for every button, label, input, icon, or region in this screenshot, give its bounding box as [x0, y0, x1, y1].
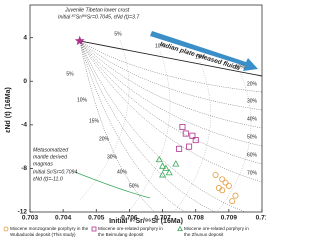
mixing-curve	[79, 40, 186, 213]
data-point	[212, 171, 219, 178]
mixing-label: 15%	[195, 54, 206, 60]
chart: Initial ⁸⁷Sr/⁸⁶Sr (16Ma) εNd (t) (16Ma) …	[3, 4, 266, 237]
data-point	[186, 143, 193, 150]
legend-label: Miocene ore-related porphyry in the Beimu…	[98, 226, 163, 237]
mixing-label: 60%	[247, 152, 258, 158]
legend-label: Miocene monzogranite porphyry in the Wuba…	[10, 226, 89, 237]
mixing-label: 20%	[247, 81, 258, 87]
data-point	[155, 155, 163, 163]
data-point	[162, 164, 170, 171]
mixing-label: 20%	[235, 64, 246, 70]
annotation: Juvenile Tibetan lower crust	[64, 7, 130, 13]
y-tick-label: 0	[23, 78, 27, 85]
data-point	[229, 198, 236, 205]
x-tick-label: 0.706	[121, 215, 138, 222]
x-tick-label: 0.703	[22, 215, 39, 222]
contour-curve	[217, 71, 252, 212]
y-axis-label: εNd (t) (16Ma)	[5, 87, 12, 133]
mixing-label: 10%	[77, 97, 88, 103]
data-point	[159, 171, 167, 178]
y-tick-label: 4	[23, 34, 27, 41]
data-point	[222, 179, 229, 186]
mixing-curve	[79, 40, 263, 93]
legend-marker	[91, 226, 97, 232]
mixing-label: 50%	[247, 134, 258, 140]
endmember-star	[74, 35, 85, 46]
data-point	[179, 124, 186, 131]
y-tick-label: -12	[18, 209, 28, 216]
data-point	[192, 137, 199, 144]
mixing-label: 70%	[247, 170, 258, 176]
x-tick-label: 0.707	[154, 215, 171, 222]
x-tick-label: 0.709	[221, 215, 238, 222]
data-point	[215, 185, 222, 192]
contour-curve	[174, 61, 211, 212]
x-axis-label: Initial ⁸⁷Sr/⁸⁶Sr (16Ma)	[109, 218, 183, 225]
mantle-arrow	[74, 171, 151, 199]
data-point	[225, 182, 232, 189]
mixing-line	[79, 40, 263, 77]
mixing-label: 15%	[89, 118, 100, 124]
mixing-curve	[79, 40, 263, 129]
data-point	[165, 168, 173, 176]
fluid-arrow	[150, 31, 258, 71]
y-tick-label: -8	[21, 165, 27, 172]
contour-curve	[79, 39, 130, 201]
x-tick-label: 0.704	[55, 215, 72, 222]
annotation: Metasomatized	[33, 147, 69, 153]
data-point	[219, 176, 226, 183]
mixing-label: 50%	[129, 183, 140, 189]
plot-frame	[29, 4, 263, 213]
mixing-curve	[79, 40, 263, 147]
mixing-curve	[79, 40, 263, 111]
legend-label: Miocene ore-related porphyry in the Zhunu…	[184, 226, 249, 237]
mixing-label: 5%	[66, 71, 74, 77]
mixing-label: 5%	[114, 31, 122, 37]
mixing-label: 10%	[155, 43, 166, 49]
mixing-label: 20%	[99, 136, 110, 142]
annotation: mantle derived	[33, 154, 68, 160]
mixing-label: 30%	[247, 98, 258, 104]
x-tick-label: 0.71	[256, 215, 266, 222]
data-point	[176, 145, 183, 152]
x-tick-label: 0.705	[88, 215, 105, 222]
mixing-curve	[79, 40, 216, 213]
annotation: Initial ⁸⁷Sr/⁸⁶Sr=0.7045, εNd (t)=3.7	[58, 14, 140, 20]
legend-marker	[3, 226, 9, 232]
data-point	[232, 192, 239, 199]
data-point	[172, 160, 180, 167]
annotation: εNd (t)=-11.0	[33, 176, 63, 182]
x-tick-label: 0.708	[188, 215, 205, 222]
data-point	[159, 162, 167, 169]
legend-marker	[177, 225, 183, 231]
mixing-curve	[79, 40, 246, 213]
data-point	[182, 130, 189, 137]
data-point	[189, 132, 196, 139]
annotation: magmas	[33, 161, 53, 167]
y-tick-label: -4	[21, 122, 27, 129]
mixing-label: 40%	[247, 116, 258, 122]
mixing-label: 30%	[107, 154, 118, 160]
mixing-label: 40%	[117, 169, 128, 175]
annotation: Initial Sr/Sr=0.7094	[33, 169, 77, 175]
